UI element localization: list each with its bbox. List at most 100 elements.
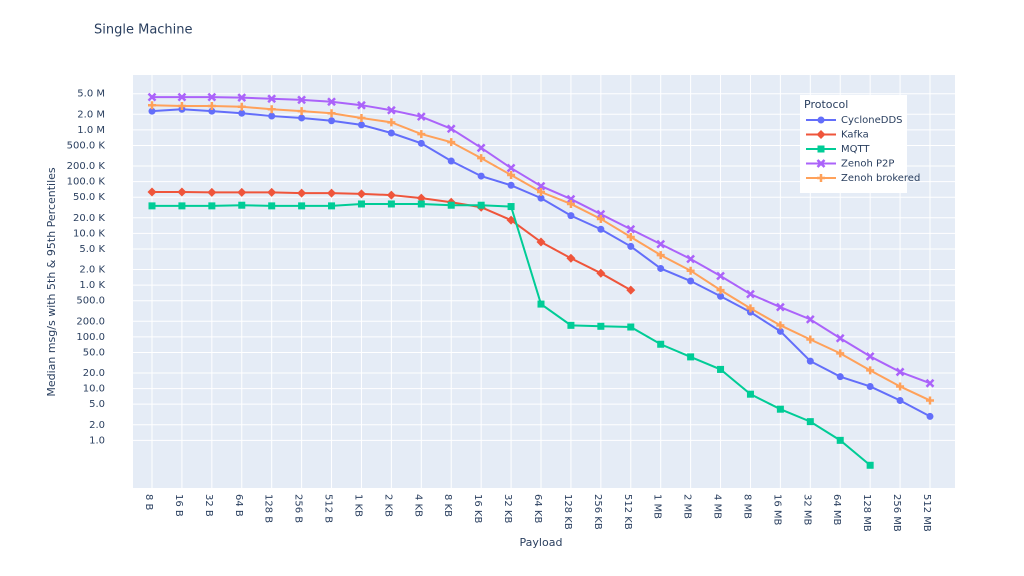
marker: [327, 109, 336, 118]
marker: [686, 254, 695, 264]
legend-box: [800, 95, 907, 193]
marker: [357, 121, 365, 129]
marker: [537, 300, 545, 308]
y-axis-title: Median msg/s with 5th & 95th Percentiles: [45, 167, 58, 397]
marker: [237, 93, 247, 103]
marker: [178, 202, 186, 210]
legend-label: Zenoh brokered: [841, 173, 920, 184]
marker: [597, 322, 605, 330]
marker: [507, 203, 515, 211]
marker: [716, 271, 725, 281]
marker: [477, 201, 485, 209]
x-tick-label: 64 B: [233, 494, 244, 517]
x-tick-label: 4 MB: [712, 494, 723, 519]
x-tick-label: 256 MB: [891, 494, 902, 532]
marker: [566, 199, 575, 208]
y-tick-label: 10.0: [83, 384, 105, 395]
marker: [657, 264, 665, 272]
x-tick-label: 128 MB: [861, 494, 872, 532]
marker: [536, 181, 546, 191]
marker: [835, 333, 845, 343]
marker: [387, 129, 395, 137]
marker: [177, 101, 186, 110]
marker: [268, 112, 276, 120]
y-tick-label: 100.0: [76, 332, 105, 343]
marker: [687, 353, 695, 361]
marker: [177, 187, 187, 197]
legend-label: Zenoh P2P: [841, 159, 894, 170]
marker: [507, 181, 515, 189]
marker: [626, 233, 635, 242]
marker: [627, 242, 635, 250]
y-tick-label: 200.0 K: [67, 161, 106, 172]
y-tick-label: 500.0 K: [67, 140, 106, 151]
marker: [687, 277, 695, 285]
y-tick-label: 5.0: [89, 399, 105, 410]
marker: [717, 365, 725, 373]
marker: [356, 189, 366, 199]
x-tick-label: 2 KB: [382, 494, 393, 517]
marker: [536, 237, 546, 247]
marker: [567, 212, 575, 220]
y-tick-label: 2.0: [89, 420, 105, 431]
y-tick-label: 5.0 M: [77, 89, 105, 100]
marker: [596, 268, 606, 278]
marker: [805, 314, 815, 324]
marker: [507, 171, 516, 180]
marker: [477, 172, 485, 180]
marker: [746, 390, 754, 398]
marker: [387, 200, 395, 208]
marker: [267, 187, 277, 197]
marker: [477, 154, 486, 163]
x-axis-title: Payload: [520, 536, 563, 549]
legend-marker: [817, 174, 825, 182]
marker: [207, 101, 216, 110]
marker: [416, 112, 426, 122]
marker: [567, 321, 575, 329]
marker: [327, 188, 337, 198]
marker: [896, 382, 905, 391]
marker: [297, 107, 306, 116]
marker: [447, 157, 455, 165]
y-tick-label: 1.0: [89, 435, 105, 446]
y-tick-label: 50.0: [83, 347, 105, 358]
marker: [446, 124, 456, 134]
marker: [268, 202, 276, 210]
x-tick-label: 1 KB: [352, 494, 363, 517]
marker: [537, 188, 545, 197]
x-tick-label: 128 KB: [562, 494, 573, 530]
x-tick-label: 64 MB: [831, 494, 842, 526]
y-tick-label: 2.0 M: [77, 109, 105, 120]
marker: [776, 321, 785, 330]
x-tick-label: 16 B: [173, 494, 184, 517]
marker: [926, 396, 934, 405]
marker: [746, 304, 755, 313]
marker: [417, 200, 425, 208]
y-tick-label: 50.0 K: [73, 192, 105, 203]
marker: [656, 251, 665, 260]
marker: [506, 215, 516, 225]
marker: [776, 302, 785, 312]
marker: [836, 436, 844, 444]
y-tick-label: 20.0 K: [73, 213, 105, 224]
marker: [238, 201, 246, 209]
marker: [327, 97, 336, 107]
x-tick-label: 128 B: [263, 494, 274, 523]
legend-marker: [816, 130, 826, 139]
legend-label: Kafka: [841, 130, 869, 141]
marker: [597, 225, 605, 233]
x-tick-label: 16 KB: [472, 494, 483, 523]
marker: [238, 109, 246, 117]
y-tick-label: 5.0 K: [79, 244, 105, 255]
x-tick-label: 512 KB: [622, 494, 633, 530]
marker: [447, 201, 455, 209]
marker: [627, 323, 635, 331]
marker: [386, 190, 396, 200]
x-tick-label: 512 MB: [921, 494, 932, 532]
marker: [566, 194, 576, 204]
marker: [328, 202, 336, 210]
marker: [865, 351, 875, 361]
marker: [925, 378, 935, 388]
marker: [895, 367, 905, 377]
